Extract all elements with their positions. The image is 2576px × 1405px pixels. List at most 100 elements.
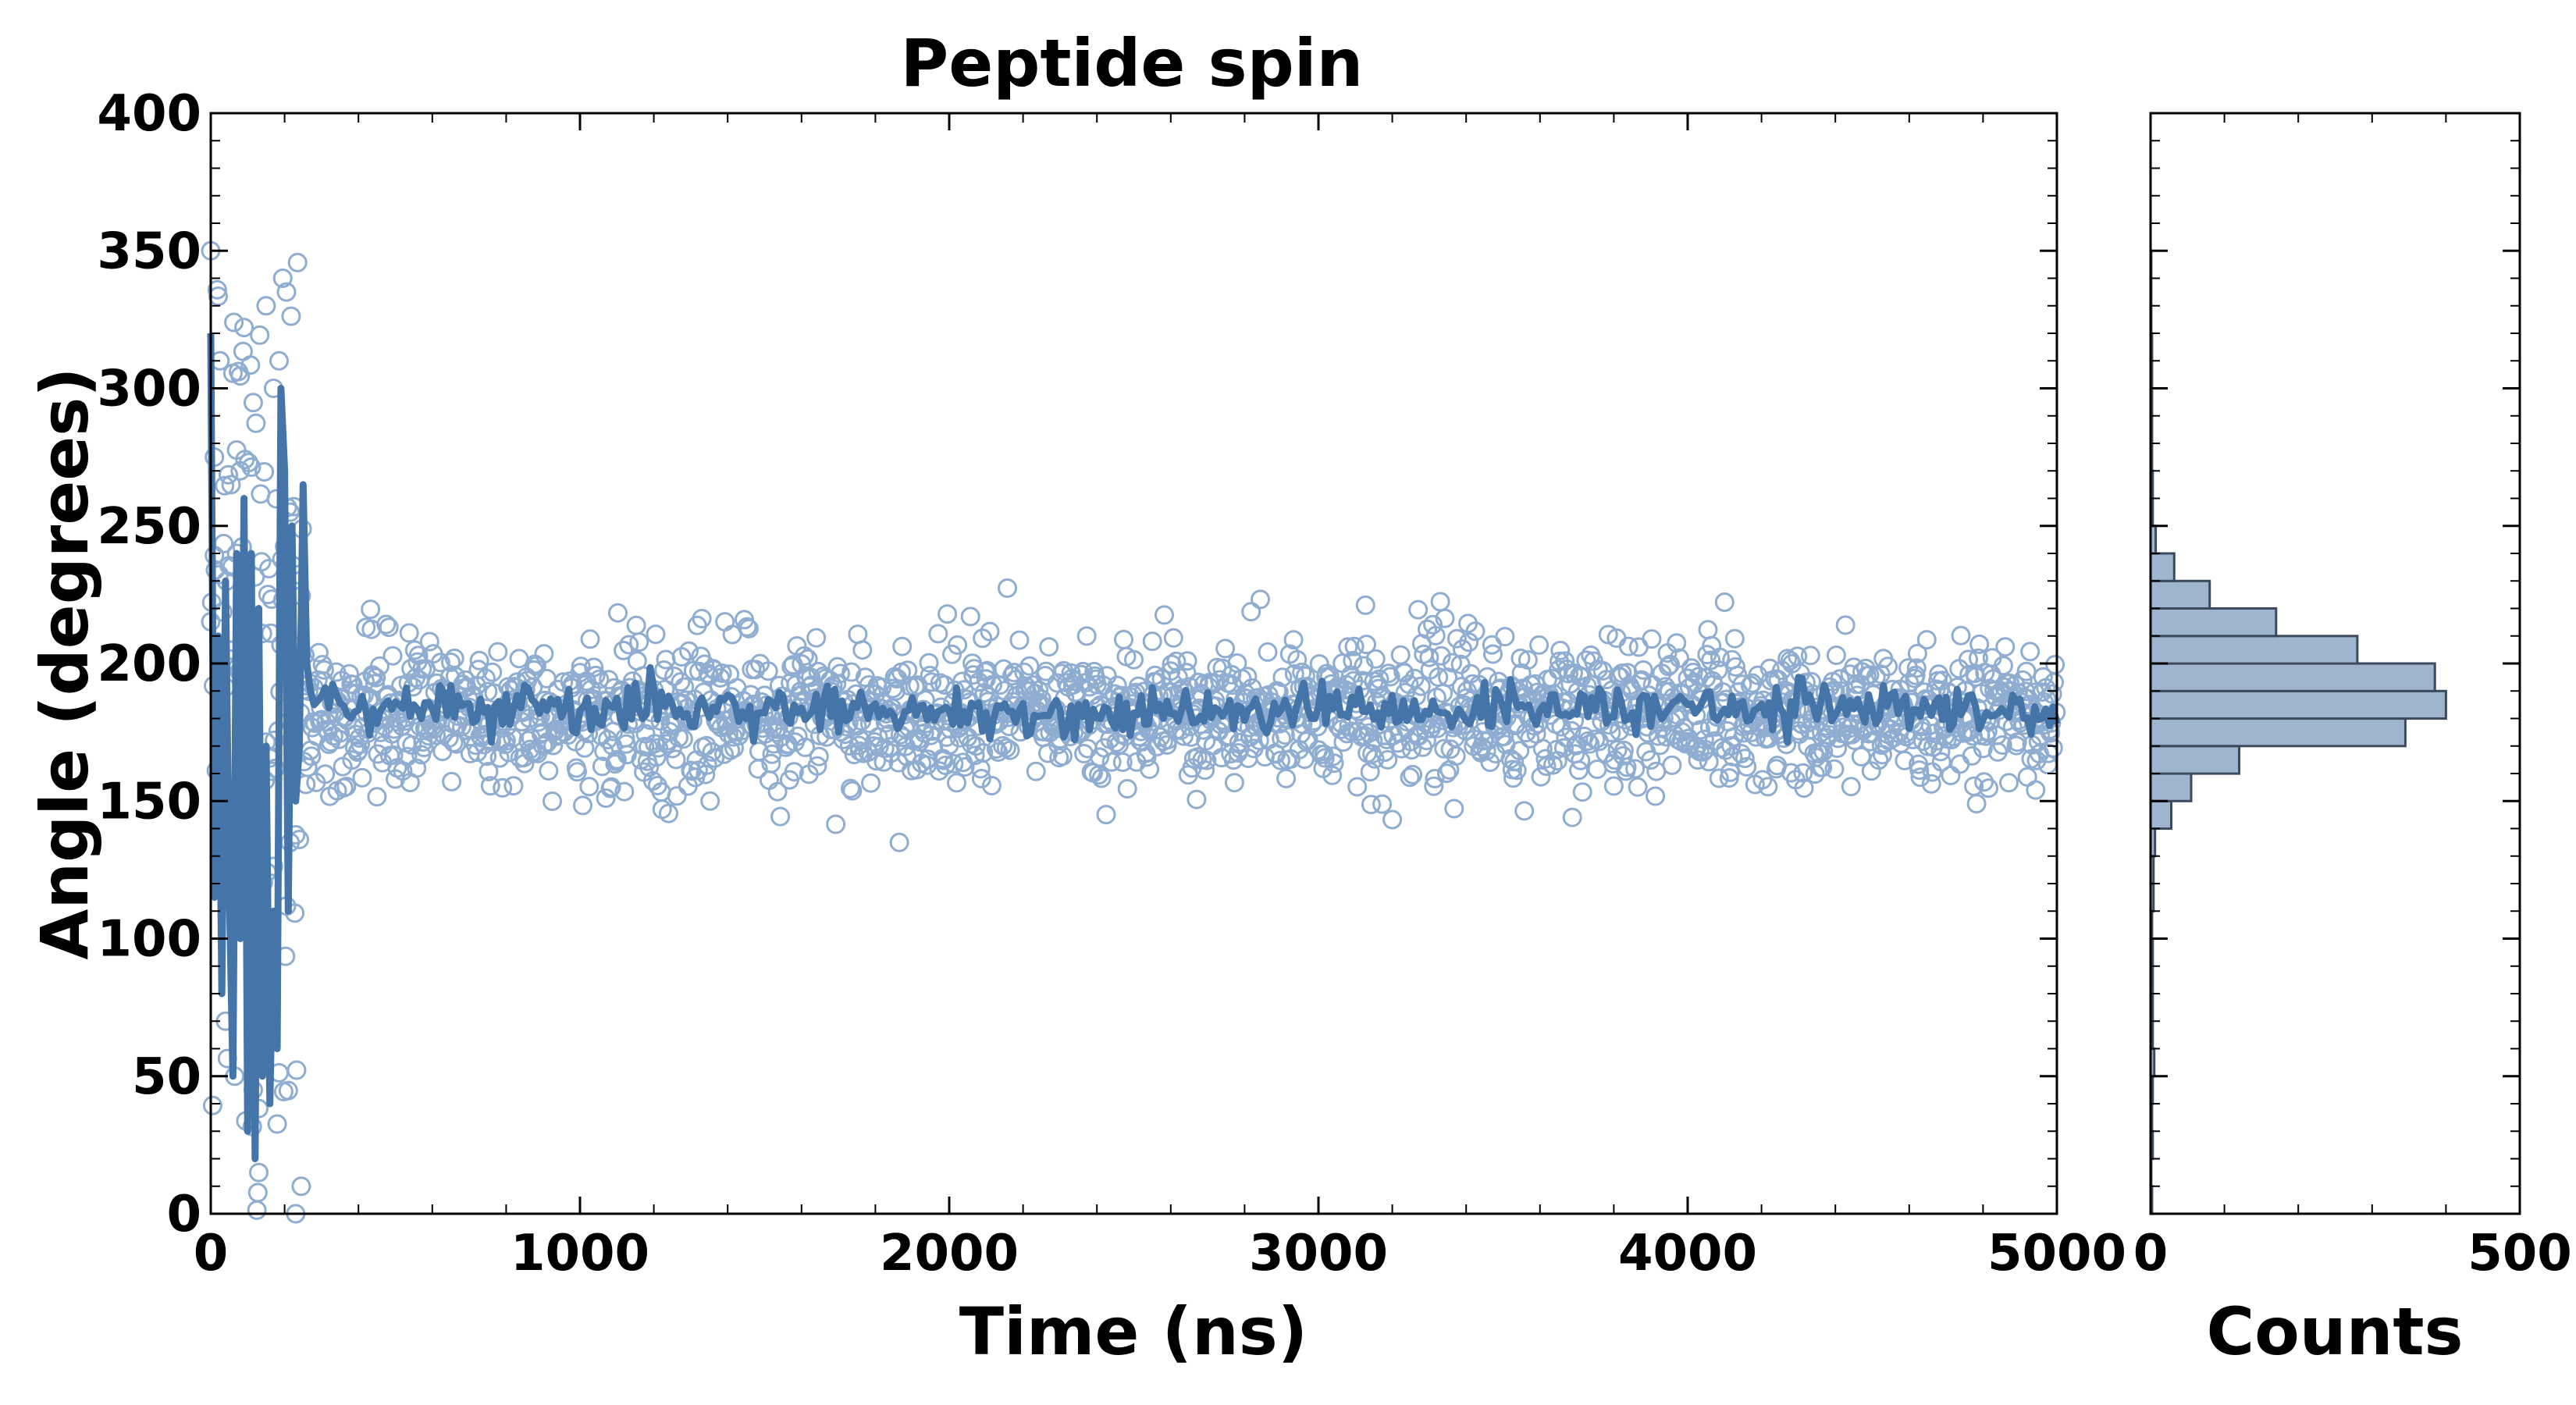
main-ticks: 0 1000 2000 3000 4000 5000 0 50 100 150 200 250 300 3…	[97, 85, 2126, 1282]
scatter-point	[1465, 621, 1485, 642]
scatter-point	[1195, 760, 1215, 781]
scatter-point	[758, 661, 778, 681]
scatter-point	[1425, 625, 1446, 646]
scatter-point	[745, 660, 766, 680]
y-tick-label: 250	[97, 498, 201, 556]
scatter-point	[889, 832, 909, 852]
scatter-point	[345, 738, 365, 758]
chart-title: Peptide spin	[901, 25, 1364, 101]
scatter-point	[379, 617, 399, 638]
scatter-point	[1992, 735, 2012, 755]
scatter-point	[1423, 614, 1443, 635]
scatter-point	[861, 773, 881, 793]
scatter-point	[1628, 637, 1649, 657]
scatter-point	[1365, 649, 1386, 669]
scatter-point	[646, 624, 666, 645]
scatter-point	[1023, 675, 1044, 695]
scatter-point	[1813, 757, 1833, 777]
scatter-point	[1826, 646, 1846, 665]
scatter-point	[960, 606, 980, 627]
scatter-point	[1187, 789, 1207, 809]
scatter-point	[1287, 649, 1308, 670]
scatter-point	[1117, 779, 1137, 799]
scatter-point	[1222, 664, 1242, 685]
scatter-point	[996, 738, 1016, 758]
x-tick-label: 0	[194, 1225, 229, 1282]
scatter-point	[1324, 753, 1344, 774]
scatter-point	[580, 629, 600, 649]
scatter-point	[1112, 752, 1133, 772]
scatter-point	[219, 464, 238, 485]
scatter-point	[543, 791, 562, 811]
scatter-point	[608, 603, 628, 623]
scatter-point	[1993, 656, 2013, 676]
scatter-point	[767, 781, 788, 802]
scatter-point	[848, 624, 868, 645]
scatter-point	[922, 672, 941, 692]
scatter-point	[841, 662, 862, 682]
scatter-point	[585, 665, 606, 685]
x-tick-label: 4000	[1618, 1225, 1757, 1282]
scatter-point	[1895, 750, 1915, 770]
scatter-point	[575, 738, 595, 758]
scatter-point	[272, 269, 293, 288]
scatter-point	[286, 1060, 307, 1080]
scatter-point	[722, 624, 742, 645]
scatter-point	[1431, 646, 1451, 666]
scatter-point	[278, 1080, 298, 1101]
scatter-point	[852, 640, 873, 660]
scatter-point	[1283, 630, 1304, 650]
y-tick-label: 150	[97, 773, 201, 831]
scatter-point	[1732, 674, 1752, 695]
scatter-point	[1495, 627, 1515, 647]
scatter-point	[1726, 656, 1745, 677]
hist-x-tick-label: 0	[2133, 1225, 2169, 1282]
scatter-point	[1735, 749, 1755, 769]
scatter-point	[759, 770, 779, 790]
scatter-point	[1363, 731, 1383, 750]
scatter-point	[352, 767, 372, 788]
scatter-point	[1483, 644, 1503, 664]
scatter-point	[1950, 754, 1970, 774]
histogram-plot: 0 500	[2133, 112, 2572, 1282]
scatter-point	[281, 306, 301, 326]
scatter-point	[1425, 769, 1445, 788]
scatter-point	[942, 644, 962, 664]
scatter-point	[1693, 742, 1713, 762]
scatter-point	[645, 734, 665, 754]
scatter-point	[1610, 720, 1629, 741]
scatter-point	[1633, 660, 1653, 680]
scatter-point	[1794, 778, 1814, 799]
scatter-point	[573, 795, 592, 816]
scatter-point	[1777, 649, 1798, 669]
scatter-point	[980, 621, 1000, 642]
scatter-point	[447, 734, 466, 754]
scatter-point	[2042, 684, 2062, 704]
scatter-point	[659, 803, 678, 823]
scatter-point	[241, 457, 262, 477]
scatter-point	[2017, 767, 2037, 787]
scatter-point	[1009, 630, 1030, 650]
scatter-point	[1315, 748, 1335, 768]
scatter-point	[1966, 794, 1987, 814]
scatter-point	[1380, 667, 1400, 687]
scatter-point	[955, 757, 975, 777]
scatter-point	[1995, 637, 2016, 657]
scatter-point	[315, 764, 336, 784]
scatter-point	[1358, 717, 1379, 737]
scatter-point	[1390, 645, 1411, 665]
scatter-point	[367, 787, 387, 807]
scatter-point	[1076, 626, 1097, 646]
scatter-point	[1476, 741, 1496, 761]
scatter-point	[973, 743, 994, 763]
scatter-point	[1459, 632, 1479, 653]
scatter-point	[671, 672, 691, 692]
scatter-point	[809, 746, 829, 767]
scatter-point	[536, 668, 557, 688]
scatter-point	[938, 604, 958, 624]
scatter-point	[1155, 605, 1174, 625]
scatter-point	[1137, 747, 1157, 767]
scatter-point	[662, 738, 682, 759]
scatter-point	[770, 806, 791, 827]
scatter-point	[1372, 794, 1393, 814]
